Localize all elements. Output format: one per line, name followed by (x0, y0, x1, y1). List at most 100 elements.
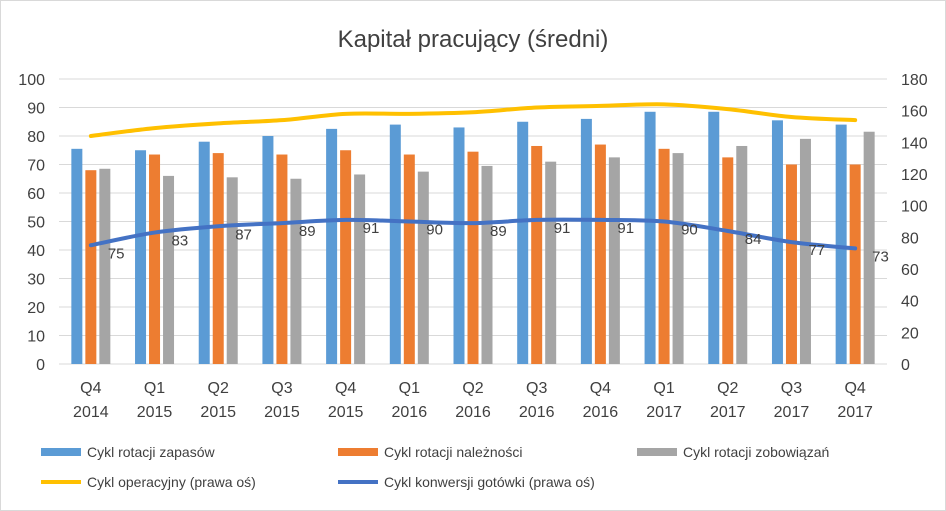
bar (580, 118, 592, 365)
bar (354, 174, 366, 364)
chart-title: Kapitał pracujący (średni) (338, 26, 609, 53)
data-label: 90 (681, 222, 698, 239)
y-right-tick: 20 (901, 325, 919, 342)
x-tick-quarter: Q1 (144, 380, 165, 397)
data-label: 89 (299, 223, 316, 240)
y-left-tick: 60 (27, 186, 45, 203)
y-right-tick: 80 (901, 230, 919, 247)
legend-label: Cykl konwersji gotówki (prawa oś) (384, 474, 595, 490)
x-tick-year: 2015 (200, 404, 236, 421)
y-right-tick: 140 (901, 135, 928, 152)
bar (340, 150, 352, 364)
axis-ticks: 0 10 20 30 40 50 60 70 80 90 100 0 20 40 60 80 100 120 140… (18, 72, 928, 374)
bar (785, 164, 797, 364)
y-right-tick: 180 (901, 72, 928, 89)
data-label: 75 (108, 245, 125, 262)
bar (467, 151, 479, 364)
x-tick-quarter: Q4 (335, 380, 356, 397)
bar (163, 175, 175, 364)
bar (863, 131, 875, 364)
bar (85, 170, 97, 364)
x-tick-year: 2015 (328, 404, 364, 421)
bar (453, 127, 465, 364)
bar (658, 148, 670, 364)
x-tick-year: 2017 (774, 404, 810, 421)
bar (722, 157, 734, 364)
bar (531, 145, 543, 364)
y-left-tick: 0 (36, 357, 45, 374)
bars (71, 111, 875, 365)
data-label: 77 (808, 242, 825, 259)
x-tick-year: 2014 (73, 404, 109, 421)
y-left-tick: 70 (27, 158, 45, 175)
bar (644, 111, 656, 365)
bar (198, 141, 210, 364)
x-tick-year: 2017 (710, 404, 746, 421)
y-right-tick: 40 (901, 294, 919, 311)
y-left-tick: 90 (27, 101, 45, 118)
x-tick-quarter: Q2 (462, 380, 483, 397)
legend: Cykl rotacji zapasów Cykl rotacji należno… (41, 444, 829, 490)
lines (88, 102, 858, 251)
x-tick-year: 2015 (264, 404, 300, 421)
data-label: 90 (426, 222, 443, 239)
bar (835, 124, 847, 364)
category-labels: Q4 2014 Q1 2015 Q2 2015 Q3 2015 Q4 2015 Q1 2016 Q2 20… (73, 380, 873, 421)
x-tick-year: 2016 (583, 404, 619, 421)
series-line (88, 102, 858, 138)
bar (71, 148, 83, 364)
bar (708, 111, 720, 365)
bar (799, 138, 811, 364)
y-left-tick: 50 (27, 215, 45, 232)
y-left-tick: 80 (27, 129, 45, 146)
x-tick-quarter: Q2 (717, 380, 738, 397)
y-left-tick: 10 (27, 329, 45, 346)
x-tick-year: 2016 (455, 404, 491, 421)
bar (212, 153, 224, 364)
x-tick-quarter: Q4 (590, 380, 611, 397)
bar (389, 124, 401, 364)
data-label: 91 (554, 220, 571, 237)
series-line (88, 217, 858, 251)
bar (608, 157, 620, 364)
bar (226, 177, 238, 364)
bar (290, 178, 302, 364)
bar (672, 153, 684, 364)
bar (99, 168, 111, 364)
x-tick-quarter: Q3 (781, 380, 802, 397)
bar (276, 154, 288, 364)
x-tick-year: 2017 (837, 404, 873, 421)
x-tick-quarter: Q3 (526, 380, 547, 397)
data-label: 87 (235, 226, 252, 243)
bar (517, 121, 529, 364)
legend-swatch (41, 448, 81, 456)
x-tick-year: 2016 (392, 404, 428, 421)
x-tick-year: 2015 (137, 404, 173, 421)
legend-label: Cykl rotacji należności (384, 444, 523, 460)
bar (417, 171, 429, 364)
bar (736, 145, 748, 364)
data-label: 91 (363, 220, 380, 237)
y-right-tick: 100 (901, 199, 928, 216)
y-left-tick: 30 (27, 272, 45, 289)
bar (403, 154, 415, 364)
x-tick-quarter: Q3 (271, 380, 292, 397)
y-left-tick: 100 (18, 72, 45, 89)
y-right-tick: 0 (901, 357, 910, 374)
bar (849, 164, 861, 364)
bar (481, 165, 493, 364)
y-right-tick: 120 (901, 167, 928, 184)
legend-label: Cykl rotacji zobowiązań (683, 444, 829, 460)
legend-swatch (637, 448, 677, 456)
bar (326, 128, 338, 364)
legend-swatch (338, 448, 378, 456)
x-tick-year: 2017 (646, 404, 682, 421)
bar (594, 144, 606, 364)
data-label: 91 (617, 220, 634, 237)
bar (771, 120, 783, 364)
data-labels: 75 83 87 89 91 90 89 91 91 90 84 77 73 (108, 220, 889, 265)
y-right-tick: 160 (901, 104, 928, 121)
bar (135, 150, 147, 364)
